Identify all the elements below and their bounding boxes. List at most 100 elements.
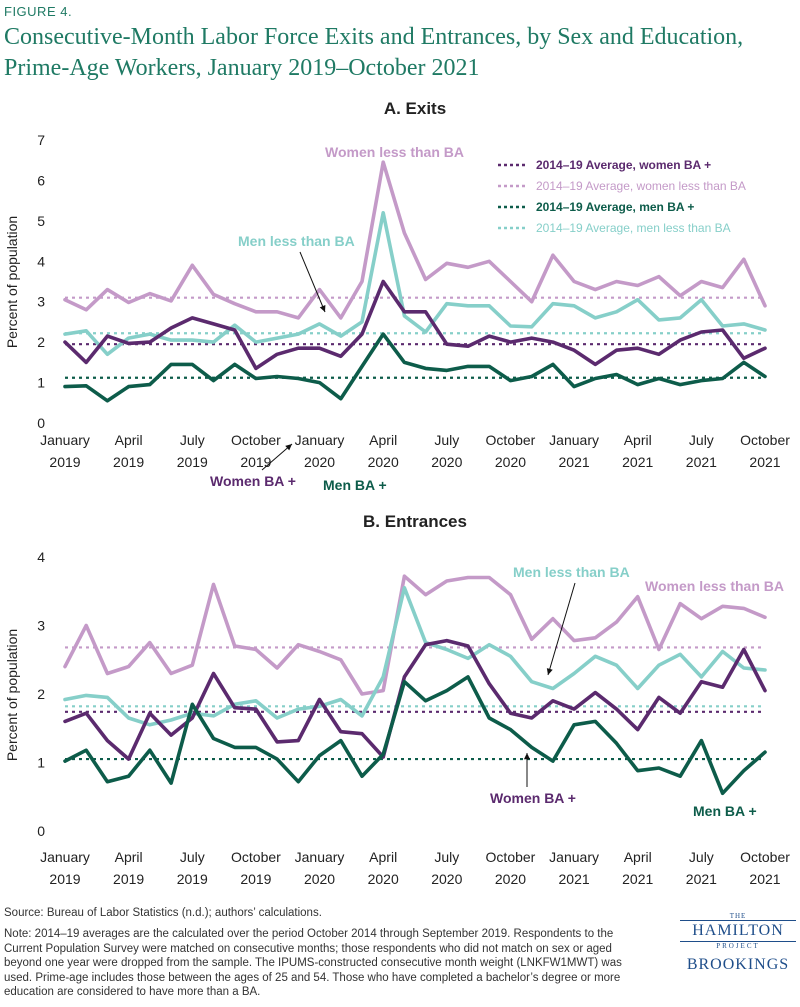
- x-tick-year: 2019: [240, 871, 271, 887]
- x-tick-label: October 2019: [231, 432, 281, 470]
- x-tick-month: April: [115, 432, 143, 448]
- x-tick-month: April: [624, 849, 652, 865]
- series-line-men-less: [63, 586, 767, 727]
- x-tick-month: October: [231, 432, 281, 448]
- series-line-men-less: [63, 211, 767, 357]
- x-tick-month: October: [486, 432, 536, 448]
- x-tick-label: July 2021: [686, 432, 717, 470]
- y-tick-label: 7: [37, 132, 45, 148]
- x-tick-month: July: [180, 432, 205, 448]
- methodology-note: Note: 2014–19 averages are the calculate…: [4, 928, 622, 998]
- y-tick-label: 3: [37, 294, 45, 310]
- x-tick-year: 2019: [113, 454, 144, 470]
- series-line-women-ba: [63, 279, 767, 371]
- x-tick-month: October: [740, 432, 790, 448]
- x-tick-year: 2019: [177, 454, 208, 470]
- x-tick-label: April 2020: [368, 432, 399, 470]
- logo-brookings: BROOKINGS: [686, 956, 790, 973]
- y-tick-label: 1: [37, 755, 45, 771]
- x-tick-year: 2019: [49, 871, 80, 887]
- x-tick-label: April 2019: [113, 432, 144, 470]
- annotation-women-less: Women less than BA: [645, 578, 784, 594]
- y-tick-label: 4: [37, 253, 45, 269]
- x-tick-year: 2020: [304, 454, 335, 470]
- annotation-arrow: [261, 443, 293, 471]
- x-tick-month: January: [40, 849, 90, 865]
- x-tick-label: October 2020: [486, 849, 536, 887]
- annotation-women-ba: Women BA +: [490, 790, 576, 806]
- y-tick-label: 5: [37, 213, 45, 229]
- y-tick-label: 0: [37, 823, 45, 839]
- x-tick-year: 2021: [749, 871, 780, 887]
- x-tick-year: 2020: [431, 454, 462, 470]
- chart-exits: A. Exits Percent of population 0 1 2 3 4 5 6 7 Jan…: [4, 99, 790, 493]
- x-tick-year: 2020: [368, 871, 399, 887]
- annotation-men-ba: Men BA +: [693, 803, 757, 819]
- x-tick-month: April: [624, 432, 652, 448]
- x-tick-year: 2021: [686, 871, 717, 887]
- series-line-women-less: [63, 574, 767, 696]
- annotation-arrowhead: [523, 753, 531, 760]
- x-tick-month: October: [740, 849, 790, 865]
- y-tick-label: 0: [37, 415, 45, 431]
- x-tick-month: July: [434, 849, 459, 865]
- x-tick-label: January 2021: [549, 849, 599, 887]
- y-tick-label: 4: [37, 549, 45, 565]
- x-tick-label: January 2021: [549, 432, 599, 470]
- x-tick-label: October 2020: [486, 432, 536, 470]
- x-tick-year: 2021: [622, 871, 653, 887]
- x-tick-label: January 2020: [295, 849, 345, 887]
- logo-the: THE: [729, 912, 747, 920]
- x-tick-label: January 2019: [40, 849, 90, 887]
- x-tick-label: July 2019: [177, 849, 208, 887]
- legend-label: 2014–19 Average, women BA +: [536, 158, 711, 172]
- x-tick-month: October: [486, 849, 536, 865]
- y-axis-label: Percent of population: [4, 216, 20, 348]
- x-tick-year: 2020: [368, 454, 399, 470]
- annotation-women-ba: Women BA +: [210, 473, 296, 489]
- x-tick-year: 2020: [495, 454, 526, 470]
- x-tick-label: April 2021: [622, 432, 653, 470]
- x-tick-label: October 2021: [740, 432, 790, 470]
- series-line-men-ba: [63, 332, 767, 403]
- y-tick-label: 2: [37, 686, 45, 702]
- x-tick-label: July 2019: [177, 432, 208, 470]
- x-tick-month: January: [295, 432, 345, 448]
- x-tick-year: 2021: [749, 454, 780, 470]
- series-line-men-ba: [63, 675, 767, 796]
- logo-project: PROJECT: [716, 942, 760, 950]
- x-tick-month: April: [369, 849, 397, 865]
- x-tick-year: 2019: [177, 871, 208, 887]
- x-tick-label: April 2020: [368, 849, 399, 887]
- x-tick-year: 2019: [49, 454, 80, 470]
- source-note: Source: Bureau of Labor Statistics (n.d.…: [4, 907, 322, 919]
- x-tick-month: January: [295, 849, 345, 865]
- annotation-men-ba: Men BA +: [323, 477, 387, 493]
- x-tick-label: January 2020: [295, 432, 345, 470]
- annotation-men-less: Men less than BA: [238, 233, 355, 249]
- x-tick-year: 2021: [622, 454, 653, 470]
- logo-hamilton: HAMILTON: [680, 920, 796, 942]
- x-tick-label: October 2021: [740, 849, 790, 887]
- figure-title: Consecutive-Month Labor Force Exits and …: [4, 24, 744, 81]
- annotation-men-less: Men less than BA: [513, 564, 630, 580]
- x-tick-year: 2021: [686, 454, 717, 470]
- y-tick-label: 6: [37, 172, 45, 188]
- x-tick-label: January 2019: [40, 432, 90, 470]
- x-tick-label: April 2019: [113, 849, 144, 887]
- legend-label: 2014–19 Average, men less than BA: [536, 221, 731, 235]
- x-tick-month: January: [549, 432, 599, 448]
- y-tick-label: 2: [37, 334, 45, 350]
- chart-entrances: B. Entrances Percent of population 0 1 2 3 4 Ja…: [4, 512, 790, 887]
- figure-label: FIGURE 4.: [4, 4, 73, 19]
- y-axis-label: Percent of population: [4, 629, 20, 761]
- legend-label: 2014–19 Average, men BA +: [536, 200, 694, 214]
- x-tick-month: July: [689, 849, 714, 865]
- chart-title: B. Entrances: [363, 512, 467, 531]
- x-tick-month: July: [180, 849, 205, 865]
- x-tick-label: July 2020: [431, 432, 462, 470]
- x-tick-month: April: [369, 432, 397, 448]
- annotation-arrow: [299, 251, 326, 313]
- x-tick-year: 2021: [559, 454, 590, 470]
- x-tick-label: July 2020: [431, 849, 462, 887]
